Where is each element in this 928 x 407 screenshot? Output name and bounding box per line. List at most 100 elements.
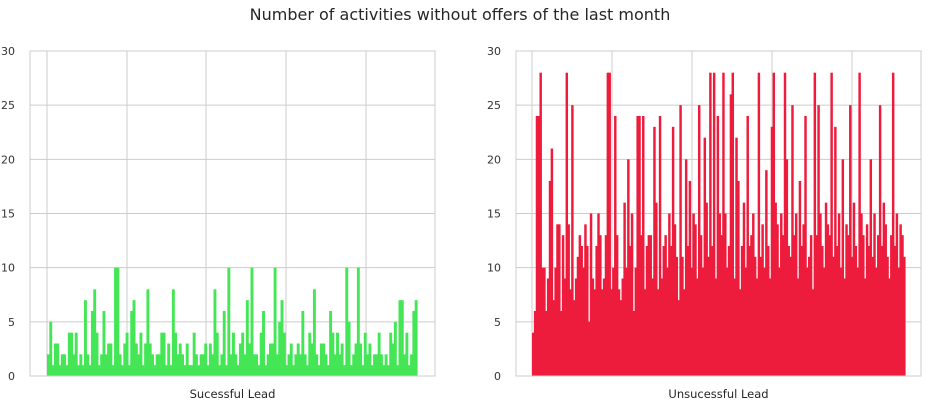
bar (649, 235, 652, 376)
bar (787, 246, 790, 376)
bar (361, 365, 365, 376)
bar (627, 159, 630, 376)
plot-frame (29, 50, 436, 377)
y-tick-label: 10 (487, 262, 501, 275)
y-tick-label: 0 (8, 370, 15, 383)
bar (137, 354, 141, 376)
bar (645, 246, 649, 376)
bar (869, 159, 873, 376)
bar (340, 343, 344, 376)
bar (836, 246, 839, 376)
bar (545, 311, 548, 376)
bar (811, 289, 815, 376)
bar (578, 235, 582, 376)
bar (63, 354, 67, 376)
bar (215, 332, 219, 376)
bar (366, 354, 370, 376)
bar (890, 235, 893, 376)
bar (345, 267, 349, 376)
bar (396, 365, 400, 376)
bar (817, 105, 820, 377)
y-tick-label: 25 (1, 99, 15, 112)
bar (158, 354, 161, 376)
bar (778, 267, 781, 376)
bar (628, 246, 632, 376)
bar (405, 332, 409, 376)
bar (331, 332, 335, 376)
bar (310, 343, 314, 376)
bar (688, 181, 692, 376)
bar (830, 72, 833, 377)
bar (727, 246, 731, 376)
bar (877, 235, 880, 376)
bar (813, 72, 817, 377)
bar (162, 332, 166, 376)
bar (729, 94, 733, 376)
bar (359, 343, 363, 376)
bar (757, 72, 761, 377)
bar (664, 235, 667, 376)
bar (720, 235, 723, 376)
bar (673, 224, 677, 376)
bar (280, 300, 284, 376)
bar (748, 246, 751, 376)
bar (901, 235, 904, 376)
bar (95, 332, 99, 376)
bar (537, 116, 541, 376)
bar (377, 332, 381, 376)
bar (289, 343, 293, 376)
bar (871, 256, 874, 376)
x-axis-label-sucessful: Sucessful Lead (190, 387, 276, 401)
bar (114, 267, 117, 376)
bar (532, 332, 535, 376)
bar (556, 224, 559, 376)
bar (393, 321, 397, 376)
bar (382, 365, 386, 376)
bar (862, 235, 865, 376)
bar (303, 354, 307, 376)
y-tick-label: 0 (494, 370, 501, 383)
bar (839, 267, 843, 376)
bar (546, 278, 550, 376)
bar (414, 300, 418, 376)
bar (759, 256, 762, 376)
bar (718, 213, 721, 376)
bar (595, 246, 598, 376)
bar (132, 300, 136, 376)
bar (241, 332, 245, 376)
bar (141, 365, 145, 376)
y-tick-label: 5 (8, 316, 15, 329)
bar (587, 321, 591, 376)
bar (192, 332, 196, 376)
bar (257, 365, 261, 376)
bar (412, 311, 416, 376)
bar (559, 311, 563, 376)
bar (821, 246, 824, 376)
bar (400, 300, 404, 376)
bar (670, 246, 673, 376)
bar (703, 137, 707, 376)
bar (370, 365, 374, 376)
bar (671, 126, 675, 376)
bar (264, 365, 268, 376)
bar (160, 332, 164, 376)
bar (903, 256, 906, 376)
bar (701, 267, 705, 376)
bar (86, 354, 90, 376)
bar (860, 213, 863, 376)
y-tick-label: 30 (1, 45, 15, 58)
bar (386, 365, 390, 376)
bar (273, 267, 277, 376)
bar (234, 354, 238, 376)
bar (740, 246, 744, 376)
bar (245, 300, 249, 376)
bar (102, 311, 106, 376)
bar (610, 289, 613, 376)
bar (104, 354, 108, 376)
bar (195, 354, 198, 376)
bar (895, 213, 899, 376)
bar (144, 343, 148, 376)
bar (634, 267, 638, 376)
bar (806, 267, 809, 376)
bar (843, 278, 846, 376)
